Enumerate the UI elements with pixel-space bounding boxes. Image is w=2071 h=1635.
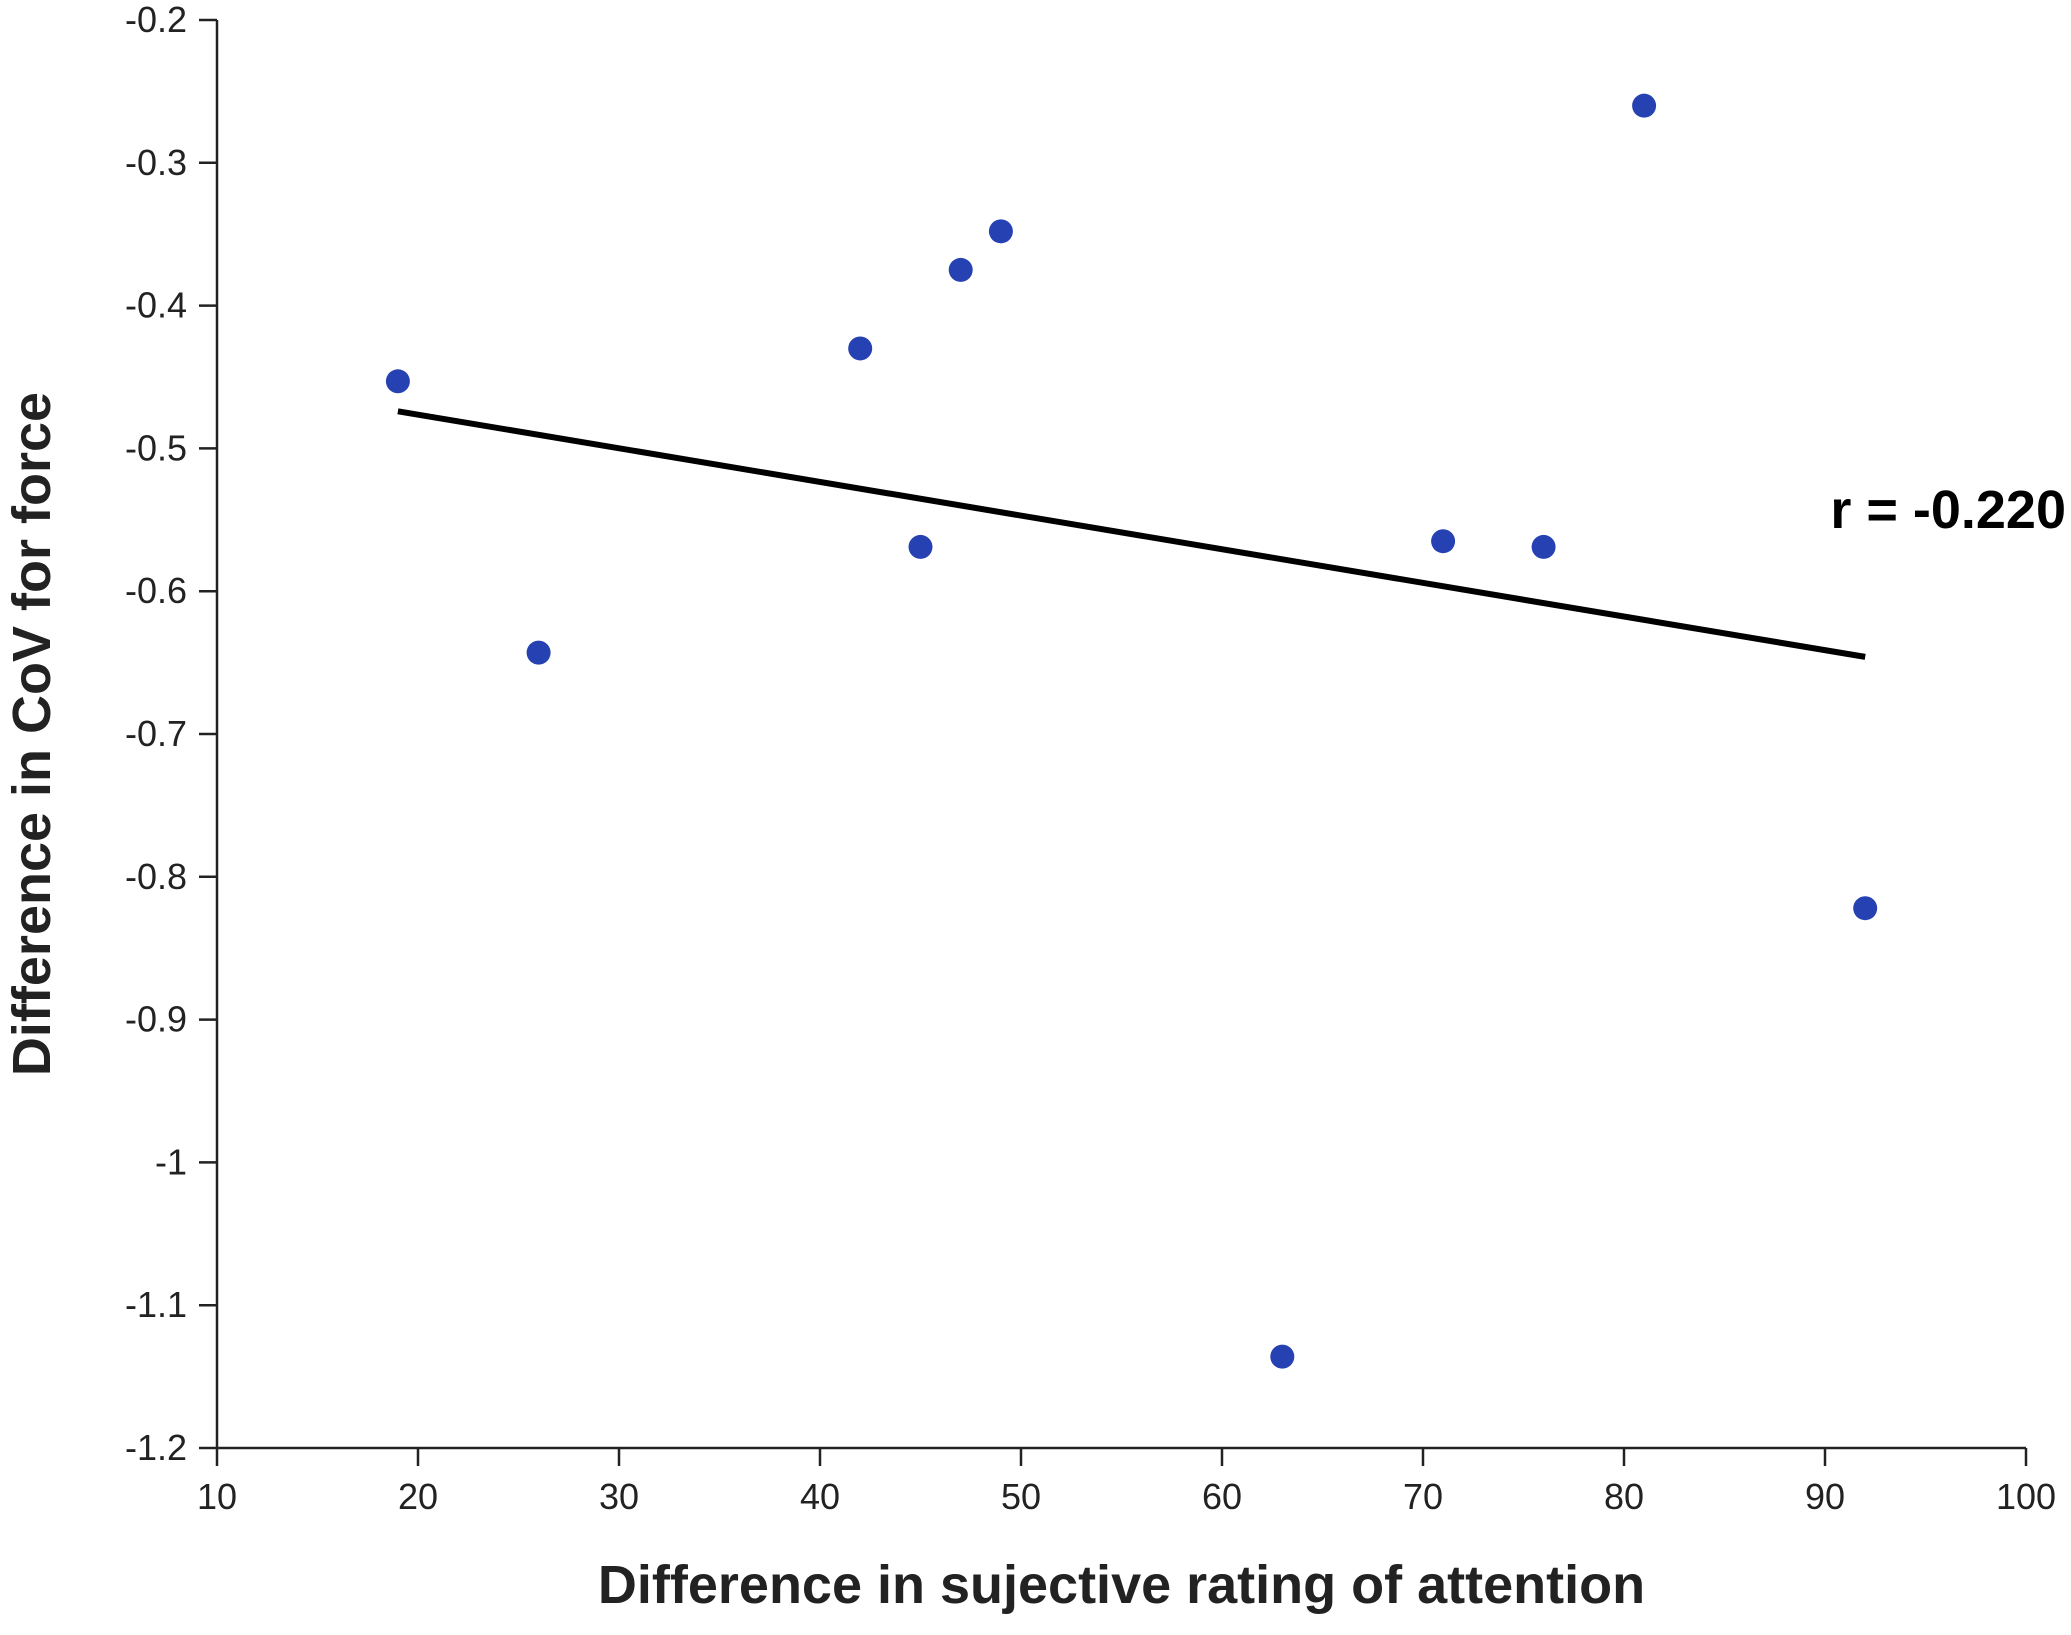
data-point	[848, 336, 873, 361]
x-tick-label: 80	[1604, 1476, 1644, 1517]
y-tick-label: -0.4	[125, 285, 187, 326]
data-point	[1632, 93, 1657, 118]
y-tick-label: -1.2	[125, 1427, 187, 1468]
data-point	[1853, 896, 1878, 921]
y-axis-title: Difference in CoV for force	[2, 392, 62, 1076]
x-tick-label: 100	[1996, 1476, 2056, 1517]
data-point	[1531, 534, 1556, 559]
data-point	[1431, 529, 1456, 554]
x-tick-label: 10	[197, 1476, 237, 1517]
y-tick-label: -1	[155, 1141, 187, 1182]
y-tick-label: -1.1	[125, 1284, 187, 1325]
x-tick-label: 90	[1805, 1476, 1845, 1517]
data-point	[988, 219, 1013, 244]
x-axis-title: Difference in sujective rating of attent…	[598, 1555, 1645, 1615]
y-tick-label: -0.7	[125, 713, 187, 754]
x-tick-label: 30	[599, 1476, 639, 1517]
x-tick-label: 20	[398, 1476, 438, 1517]
data-point	[908, 534, 933, 559]
y-tick-label: -0.8	[125, 856, 187, 897]
data-point	[1270, 1344, 1295, 1369]
data-point	[526, 640, 551, 665]
correlation-annotation: r = -0.220	[1830, 480, 2066, 540]
regression-line	[397, 408, 1866, 660]
data-point	[948, 257, 973, 282]
regression-line-group	[397, 408, 1866, 660]
x-tick-label: 60	[1202, 1476, 1242, 1517]
data-points	[385, 93, 1878, 1369]
data-point	[385, 369, 410, 394]
x-tick-label: 50	[1001, 1476, 1041, 1517]
y-tick-label: -0.6	[125, 570, 187, 611]
x-tick-label: 40	[800, 1476, 840, 1517]
y-tick-label: -0.3	[125, 142, 187, 183]
y-tick-label: -0.2	[125, 0, 187, 40]
x-tick-label: 70	[1403, 1476, 1443, 1517]
y-tick-label: -0.9	[125, 999, 187, 1040]
y-tick-label: -0.5	[125, 427, 187, 468]
axes: -0.2 -0.3 -0.4 -0.5 -0.6 -0.7 -0.8 -0.9 -1 -1.1 -1…	[125, 0, 2056, 1517]
